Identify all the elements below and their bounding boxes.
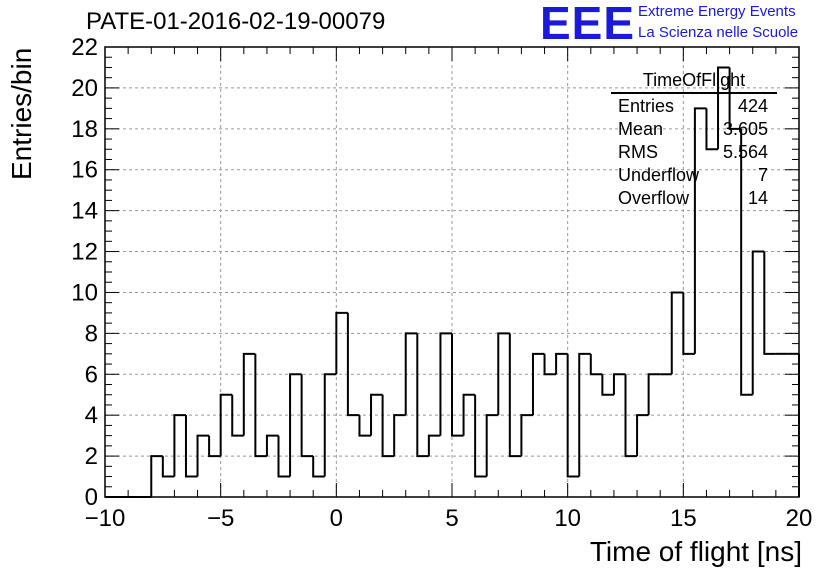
stats-row: Mean 3.605 — [611, 118, 777, 141]
histogram-bin — [254, 353, 267, 458]
histogram-bin — [184, 415, 198, 478]
axis-ticks — [104, 46, 800, 498]
y-tick-label: 6 — [85, 361, 98, 388]
histogram-bin — [451, 333, 464, 437]
histogram-bin — [624, 374, 638, 458]
y-tick-label: 14 — [71, 198, 98, 225]
histogram-bin — [323, 373, 337, 477]
histogram-bin — [531, 352, 545, 416]
stats-value: 14 — [747, 188, 768, 208]
histogram-bin — [265, 434, 279, 457]
logo-subtitle-line1: Extreme Energy Events — [638, 3, 796, 20]
histogram-bin — [705, 108, 719, 151]
histogram-bin — [335, 311, 348, 375]
histogram-bin — [300, 374, 314, 458]
stats-label: Overflow — [618, 188, 690, 208]
y-tick-label: 4 — [85, 402, 98, 429]
histogram-bin — [404, 332, 418, 416]
histogram-bin — [370, 393, 383, 436]
histogram-bin — [242, 352, 256, 436]
stats-row: Overflow 14 — [611, 187, 777, 210]
histogram-bin — [717, 66, 730, 150]
stats-label: Underflow — [618, 165, 700, 185]
histogram-bin — [161, 456, 175, 478]
histogram-bin — [289, 373, 302, 477]
histogram-bin — [751, 250, 765, 395]
histogram-bin — [763, 251, 776, 355]
run-title: PATE-01-2016-02-19-00079 — [86, 8, 386, 35]
stats-label: Mean — [618, 119, 664, 139]
histogram-bin — [508, 333, 522, 458]
stats-row: RMS 5.564 — [611, 141, 777, 164]
y-tick-label: 22 — [71, 34, 98, 61]
histogram-bin — [439, 332, 452, 436]
histogram-bin — [578, 352, 591, 477]
stats-box: TimeOfFlight Entries 424 Mean 3.605 RMS … — [611, 70, 777, 210]
y-tick-label: 16 — [71, 157, 98, 184]
x-tick-label: 15 — [670, 505, 697, 532]
stats-row: Entries 424 — [611, 95, 777, 118]
histogram-bin — [393, 414, 406, 457]
histogram-bin — [543, 353, 557, 376]
y-tick-label: 20 — [71, 75, 98, 102]
histogram-bin — [636, 414, 649, 457]
x-tick-label: 20 — [786, 505, 813, 532]
histogram-bin — [416, 333, 429, 458]
histogram-bin — [566, 353, 580, 478]
histogram-bin — [196, 434, 210, 477]
histogram-bin — [728, 67, 742, 130]
x-tick-label: −5 — [207, 505, 234, 532]
y-tick-label: 10 — [71, 279, 98, 306]
y-tick-label: 2 — [85, 443, 98, 470]
x-tick-label: 0 — [330, 505, 343, 532]
x-tick-label: 10 — [554, 505, 581, 532]
histogram-bin — [485, 414, 499, 477]
histogram-bin — [231, 394, 244, 437]
histogram-bin — [346, 312, 360, 417]
histogram-bin — [740, 128, 753, 396]
histogram-bin — [670, 291, 684, 375]
histogram-bin — [555, 352, 568, 375]
axis-tick-labels: −10 −5 0 5 10 15 20 0 2 4 6 8 10 12 14 16 18 20 22 — [71, 34, 812, 532]
histogram-bin — [312, 456, 325, 478]
stats-value: 3.605 — [722, 119, 768, 139]
y-tick-label: 18 — [71, 116, 98, 143]
histogram-bin — [682, 292, 695, 355]
x-tick-label: 5 — [445, 505, 458, 532]
y-axis-label: Entries/bin — [6, 47, 37, 180]
histogram-bin — [462, 393, 476, 436]
histogram-bin — [601, 374, 614, 396]
y-tick-label: 8 — [85, 320, 98, 347]
histogram-bin — [219, 393, 233, 457]
y-tick-label: 12 — [71, 239, 98, 266]
histogram-bin — [647, 373, 661, 416]
stats-label: RMS — [618, 142, 658, 162]
histogram-bin — [277, 435, 291, 478]
stats-row: Underflow 7 — [611, 164, 777, 187]
histogram-bin — [497, 332, 510, 416]
x-tick-label: −10 — [85, 505, 126, 532]
histogram-bin — [173, 414, 186, 477]
histogram-bin — [589, 353, 603, 376]
stats-value: 7 — [757, 165, 768, 185]
histogram-bin — [612, 373, 626, 395]
histogram-bin — [427, 434, 441, 457]
stats-value: 424 — [737, 96, 768, 116]
histogram-bin — [358, 415, 372, 437]
stats-label: Entries — [618, 96, 675, 116]
y-tick-label: 0 — [85, 484, 98, 511]
logo-subtitle-line2: La Scienza nelle Scuole — [638, 24, 799, 41]
eee-logo: EEE — [540, 0, 636, 49]
histogram-bin — [474, 394, 487, 478]
histogram-bin — [150, 455, 163, 497]
histogram-bin — [381, 394, 395, 458]
stats-title: TimeOfFlight — [611, 70, 777, 94]
stats-value: 5.564 — [722, 142, 768, 162]
x-axis-label: Time of flight [ns] — [589, 536, 802, 567]
histogram-bin — [693, 107, 707, 354]
histogram-bin — [208, 435, 221, 458]
histogram-bin — [520, 414, 533, 457]
